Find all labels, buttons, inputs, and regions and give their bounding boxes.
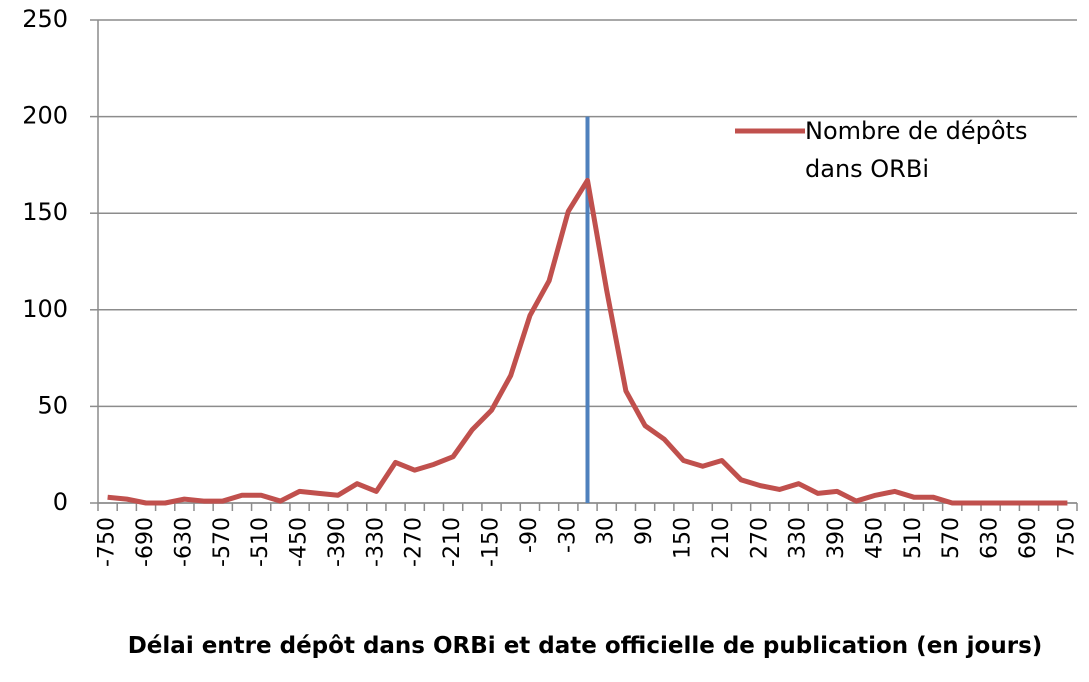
x-tick-label: -270 bbox=[402, 517, 427, 567]
x-tick-label: -30 bbox=[555, 517, 580, 553]
x-tick-label: 210 bbox=[709, 517, 734, 559]
x-tick-label: 390 bbox=[824, 517, 849, 559]
x-tick-label: -330 bbox=[363, 517, 388, 567]
y-tick-label: 0 bbox=[53, 488, 68, 516]
x-tick-label: -630 bbox=[171, 517, 196, 567]
y-tick-label: 150 bbox=[22, 198, 68, 226]
x-tick-label: 330 bbox=[786, 517, 811, 559]
x-tick-label: 510 bbox=[901, 517, 926, 559]
x-tick-label: 570 bbox=[939, 517, 964, 559]
y-tick-label: 100 bbox=[22, 295, 68, 323]
y-tick-label: 250 bbox=[22, 5, 68, 33]
y-tick-label: 200 bbox=[22, 102, 68, 130]
legend-label: Nombre de dépôts dans ORBi bbox=[805, 117, 1028, 183]
x-tick-label: -690 bbox=[133, 517, 158, 567]
x-tick-label: -210 bbox=[440, 517, 465, 567]
x-tick-label: -150 bbox=[479, 517, 504, 567]
x-tick-label: -750 bbox=[95, 517, 120, 567]
x-tick-label: 150 bbox=[670, 517, 695, 559]
x-tick-label: 270 bbox=[747, 517, 772, 559]
x-tick-label: 450 bbox=[862, 517, 887, 559]
data-line bbox=[107, 177, 1068, 506]
x-tick-label: 690 bbox=[1016, 517, 1041, 559]
x-tick-label: -90 bbox=[517, 517, 542, 553]
x-tick-label: 630 bbox=[978, 517, 1003, 559]
x-tick-label: 750 bbox=[1054, 517, 1079, 559]
x-tick-label: -450 bbox=[287, 517, 312, 567]
x-tick-label: -510 bbox=[248, 517, 273, 567]
x-tick-label: -390 bbox=[325, 517, 350, 567]
x-axis-label: Délai entre dépôt dans ORBi et date offi… bbox=[127, 633, 1043, 659]
x-tick-label: 30 bbox=[594, 517, 619, 545]
x-tick-label: 90 bbox=[632, 517, 657, 545]
y-tick-label: 50 bbox=[37, 391, 68, 419]
x-tick-label: -570 bbox=[210, 517, 235, 567]
